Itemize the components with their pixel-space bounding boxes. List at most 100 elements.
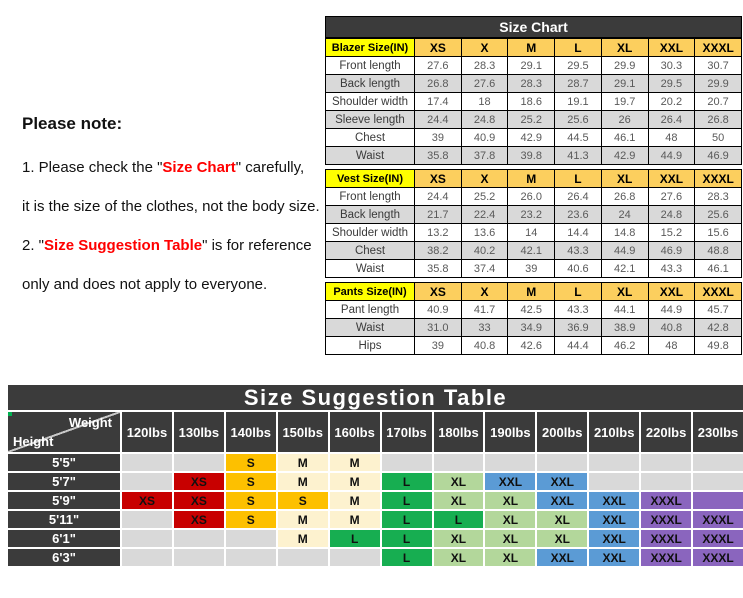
corner-height-label: Height: [13, 434, 54, 449]
height-row-header: 5'9": [8, 492, 120, 509]
measurement-label: Chest: [325, 241, 415, 260]
size-suggestion-cell: M: [329, 473, 380, 490]
measurement-value: 28.7: [554, 74, 602, 93]
measurement-value: 40.2: [460, 241, 509, 260]
size-suggestion-cell: S: [225, 492, 276, 509]
size-column-header: X: [460, 169, 509, 188]
measurement-label: Front length: [325, 187, 415, 206]
size-suggestion-cell: [589, 473, 640, 490]
size-suggestion-table: Size Suggestion Table Weight Height 120lbs…: [8, 385, 743, 566]
size-suggestion-cell: S: [225, 511, 276, 528]
measurement-value: 23.6: [554, 205, 602, 224]
size-suggestion-cell: M: [277, 473, 328, 490]
size-suggestion-cell: XL: [537, 511, 588, 528]
measurement-value: 18.6: [507, 92, 556, 111]
weight-column-header: 230lbs: [693, 412, 743, 452]
measurement-label: Front length: [325, 56, 415, 75]
size-suggestion-cell: XXL: [589, 511, 640, 528]
measurement-value: 48: [647, 336, 696, 355]
measurement-value: 44.1: [600, 300, 649, 319]
measurement-label: Waist: [325, 318, 415, 337]
measurement-value: 42.1: [600, 259, 649, 278]
weight-column-header: 210lbs: [589, 412, 640, 452]
measurement-value: 17.4: [414, 92, 462, 111]
measurement-value: 36.9: [554, 318, 602, 337]
size-suggestion-cell: [485, 454, 536, 471]
measurement-value: 46.1: [694, 259, 742, 278]
measurement-label: Shoulder width: [325, 223, 415, 242]
size-column-header: L: [554, 169, 602, 188]
measurement-value: 21.7: [414, 205, 462, 224]
size-column-header: X: [460, 282, 509, 301]
measurement-value: 46.1: [600, 128, 649, 147]
size-column-header: L: [554, 282, 602, 301]
corner-marker-dot: [8, 412, 12, 416]
measurement-value: 15.2: [647, 223, 696, 242]
size-suggestion-cell: XXXL: [641, 549, 692, 566]
measurement-value: 29.9: [694, 74, 742, 93]
measurement-value: 42.6: [507, 336, 556, 355]
size-column-header: XL: [600, 282, 649, 301]
note-line-3: 2. "Size Suggestion Table" is for refere…: [22, 236, 330, 255]
size-column-header: XXXL: [694, 282, 742, 301]
measurement-value: 42.9: [600, 146, 649, 165]
measurement-value: 31.0: [414, 318, 462, 337]
measurement-value: 50: [694, 128, 742, 147]
weight-column-header: 180lbs: [433, 412, 484, 452]
size-suggestion-cell: [173, 549, 224, 566]
measurement-value: 38.9: [600, 318, 649, 337]
measurement-value: 29.5: [647, 74, 696, 93]
note-line-1-highlight: Size Chart: [162, 159, 236, 176]
measurement-row: Back length 21.7 22.4 23.2 23.6 24 24.8 25.6: [325, 205, 742, 224]
measurement-value: 26.8: [414, 74, 462, 93]
size-suggestion-cell: XS: [122, 492, 172, 509]
measurement-value: 37.4: [460, 259, 509, 278]
size-suggestion-cell: [122, 473, 172, 490]
measurement-row: Back length 26.8 27.6 28.3 28.7 29.1 29.5 29.9: [325, 74, 742, 93]
note-line-1-pre: 1. Please check the ": [22, 159, 163, 176]
note-line-3-highlight: Size Suggestion Table: [44, 237, 203, 254]
size-suggestion-cell: L: [381, 549, 432, 566]
size-column-header: L: [554, 38, 602, 57]
measurement-value: 42.1: [507, 241, 556, 260]
size-column-header: XXXL: [694, 169, 742, 188]
size-suggestion-cell: XXL: [485, 473, 536, 490]
size-suggestion-cell: M: [329, 511, 380, 528]
weight-column-header: 120lbs: [122, 412, 172, 452]
measurement-value: 19.7: [600, 92, 649, 111]
size-suggestion-cell: L: [381, 473, 432, 490]
size-suggestion-cell: L: [381, 530, 432, 547]
size-suggestion-cell: [173, 530, 224, 547]
garment-label-cell: Blazer Size(IN): [325, 38, 415, 57]
note-line-4: only and does not apply to everyone.: [22, 276, 268, 293]
measurement-value: 44.9: [600, 241, 649, 260]
measurement-value: 44.4: [554, 336, 602, 355]
measurement-value: 29.1: [507, 56, 556, 75]
size-suggestion-cell: L: [381, 511, 432, 528]
measurement-value: 24.8: [647, 205, 696, 224]
size-column-header: XL: [600, 169, 649, 188]
size-suggestion-cell: XXL: [537, 492, 588, 509]
measurement-value: 24: [600, 205, 649, 224]
size-suggestion-cell: XXXL: [641, 530, 692, 547]
size-suggestion-cell: XS: [173, 473, 224, 490]
measurement-value: 14.4: [554, 223, 602, 242]
measurement-value: 35.8: [414, 259, 462, 278]
measurement-value: 43.3: [554, 241, 602, 260]
measurement-value: 40.8: [460, 336, 509, 355]
size-suggestion-cell: XS: [173, 492, 224, 509]
measurement-row: Waist 35.8 37.4 39 40.6 42.1 43.3 46.1: [325, 259, 742, 278]
size-column-header: M: [507, 169, 556, 188]
size-column-header: XS: [414, 169, 462, 188]
measurement-value: 44.5: [554, 128, 602, 147]
measurement-value: 48.8: [694, 241, 742, 260]
measurement-value: 24.4: [414, 110, 462, 129]
size-suggestion-cell: XL: [433, 549, 484, 566]
size-suggestion-cell: XXXL: [693, 511, 743, 528]
measurement-label: Back length: [325, 205, 415, 224]
measurement-value: 40.9: [460, 128, 509, 147]
size-column-header: XXXL: [694, 38, 742, 57]
measurement-value: 26.4: [647, 110, 696, 129]
measurement-row: Shoulder width 13.2 13.6 14 14.4 14.8 15.2 15.6: [325, 223, 742, 242]
measurement-value: 46.2: [600, 336, 649, 355]
